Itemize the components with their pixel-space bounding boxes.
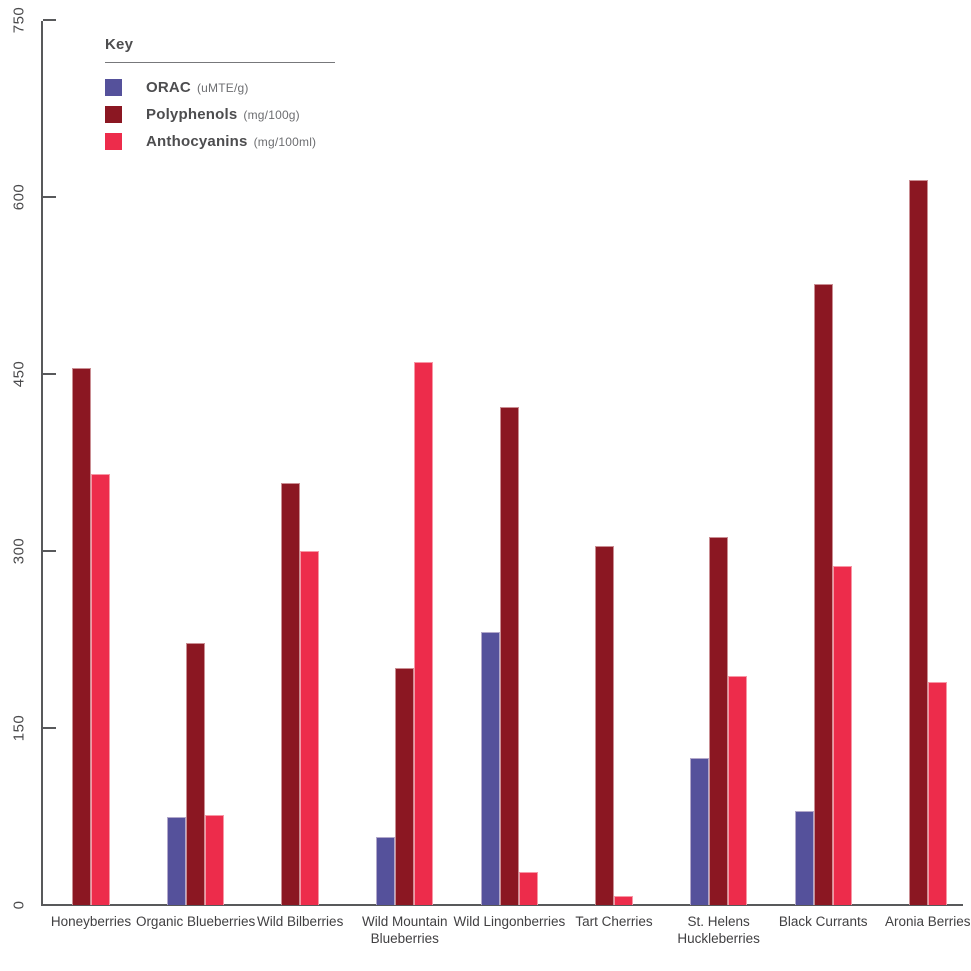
bar-polyphenols-3 bbox=[281, 482, 301, 905]
bar-anthocyanins-1 bbox=[91, 474, 110, 905]
legend-title: Key bbox=[105, 36, 134, 53]
bar-polyphenols-9 bbox=[908, 180, 928, 905]
y-tick-300 bbox=[43, 550, 56, 552]
y-tick-label-300: 300 bbox=[10, 537, 28, 565]
legend-unit-polyphenols: (mg/100g) bbox=[243, 107, 300, 122]
y-axis bbox=[41, 21, 43, 906]
bar-polyphenols-2 bbox=[186, 643, 206, 905]
bar-orac-5 bbox=[480, 632, 500, 905]
category-label: Wild Mountain Blueberries bbox=[362, 914, 448, 947]
bar-polyphenols-6 bbox=[595, 546, 614, 905]
bar-anthocyanins-8 bbox=[832, 566, 852, 905]
bar-anthocyanins-9 bbox=[927, 681, 947, 905]
polyphenols-swatch bbox=[105, 106, 122, 123]
bar-anthocyanins-7 bbox=[728, 676, 748, 905]
y-tick-600 bbox=[43, 196, 56, 198]
y-tick-label-0: 0 bbox=[10, 900, 28, 910]
bar-anthocyanins-6 bbox=[614, 895, 633, 905]
bar-anthocyanins-3 bbox=[300, 551, 320, 905]
y-tick-150 bbox=[43, 727, 56, 729]
anthocyanins-swatch bbox=[105, 133, 122, 150]
bar-polyphenols-5 bbox=[499, 407, 519, 905]
bar-anthocyanins-4 bbox=[414, 362, 434, 905]
y-tick-750 bbox=[43, 19, 56, 21]
bar-orac-7 bbox=[690, 757, 710, 905]
category-label: St. Helens Huckleberries bbox=[677, 914, 760, 947]
bar-orac-8 bbox=[794, 810, 814, 905]
orac-swatch bbox=[105, 79, 122, 96]
legend-unit-orac: (uMTE/g) bbox=[196, 80, 249, 95]
bar-anthocyanins-2 bbox=[205, 815, 225, 905]
bar-polyphenols-1 bbox=[72, 368, 91, 905]
y-tick-label-150: 150 bbox=[10, 714, 28, 742]
category-label: Organic Blueberries bbox=[135, 914, 256, 929]
legend-divider bbox=[105, 62, 335, 63]
legend-label-polyphenols: Polyphenols bbox=[146, 106, 238, 123]
legend-item-polyphenols: Polyphenols (mg/100g) bbox=[105, 101, 337, 128]
bar-orac-2 bbox=[167, 816, 187, 905]
bar-polyphenols-8 bbox=[813, 284, 833, 905]
bar-anthocyanins-5 bbox=[518, 871, 538, 905]
legend-item-anthocyanins: Anthocyanins (mg/100ml) bbox=[105, 128, 337, 155]
y-tick-label-450: 450 bbox=[10, 360, 28, 388]
bar-polyphenols-4 bbox=[395, 667, 415, 905]
category-label: Honeyberries bbox=[50, 914, 132, 929]
category-label: Black Currants bbox=[778, 914, 868, 929]
legend: Key ORAC (uMTE/g) Polyphenols (mg/100g) … bbox=[105, 36, 337, 155]
bar-orac-4 bbox=[376, 836, 396, 905]
category-label: Wild Bilberries bbox=[257, 914, 344, 929]
category-label: Tart Cherries bbox=[575, 914, 653, 929]
y-tick-label-750: 750 bbox=[10, 6, 28, 34]
legend-label-orac: ORAC bbox=[146, 79, 191, 96]
legend-item-orac: ORAC (uMTE/g) bbox=[105, 74, 337, 101]
legend-items: ORAC (uMTE/g) Polyphenols (mg/100g) Anth… bbox=[105, 74, 337, 155]
bar-polyphenols-7 bbox=[709, 536, 729, 905]
category-label: Aronia Berries bbox=[885, 914, 971, 929]
y-tick-450 bbox=[43, 373, 56, 375]
legend-unit-anthocyanins: (mg/100ml) bbox=[253, 134, 317, 149]
x-axis bbox=[41, 904, 963, 906]
category-label: Wild Lingonberries bbox=[453, 914, 566, 929]
y-tick-label-600: 600 bbox=[10, 183, 28, 211]
legend-label-anthocyanins: Anthocyanins bbox=[146, 133, 248, 150]
